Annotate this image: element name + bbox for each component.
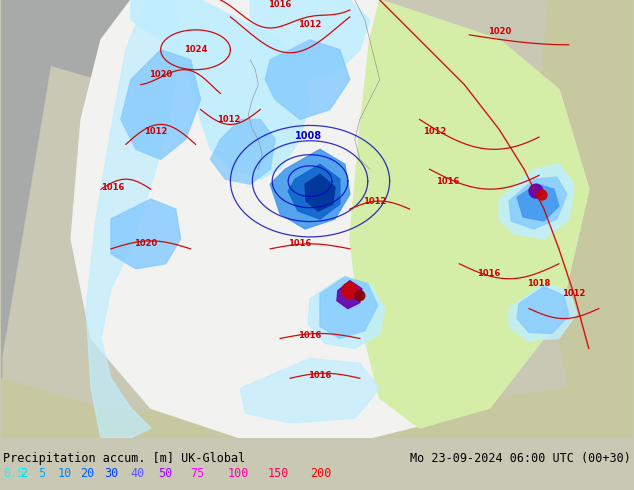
Text: 1018: 1018 [527, 279, 550, 288]
Text: 75: 75 [190, 467, 204, 480]
Text: 1012: 1012 [363, 196, 387, 206]
Text: 1016: 1016 [308, 371, 332, 380]
Polygon shape [337, 281, 362, 309]
Polygon shape [270, 149, 350, 229]
Circle shape [355, 291, 365, 301]
Polygon shape [350, 0, 589, 428]
Text: 1012: 1012 [299, 21, 321, 29]
Text: 1008: 1008 [294, 131, 321, 142]
Polygon shape [250, 0, 370, 80]
Polygon shape [86, 0, 181, 438]
Text: 1016: 1016 [436, 177, 459, 186]
Text: 1016: 1016 [288, 240, 312, 248]
Text: 10: 10 [58, 467, 72, 480]
Polygon shape [539, 0, 633, 438]
Text: 1012: 1012 [144, 127, 167, 136]
Text: 2: 2 [20, 467, 27, 480]
Text: 1020: 1020 [488, 27, 511, 36]
Circle shape [537, 190, 547, 200]
Text: 1020: 1020 [134, 240, 157, 248]
Polygon shape [320, 277, 378, 339]
Text: 40: 40 [130, 467, 145, 480]
Text: 1016: 1016 [268, 0, 292, 9]
Polygon shape [517, 287, 569, 334]
Text: 1016: 1016 [477, 269, 501, 278]
Polygon shape [509, 177, 567, 229]
Text: 30: 30 [104, 467, 119, 480]
Polygon shape [305, 174, 335, 211]
Polygon shape [517, 184, 559, 221]
Circle shape [342, 283, 358, 298]
Text: 1016: 1016 [101, 183, 125, 192]
Polygon shape [308, 279, 385, 348]
Text: 1020: 1020 [149, 70, 172, 79]
Text: 1012: 1012 [423, 127, 446, 136]
Polygon shape [1, 378, 633, 438]
Polygon shape [131, 0, 310, 179]
Text: 1012: 1012 [217, 115, 240, 124]
Polygon shape [1, 0, 200, 80]
Polygon shape [121, 50, 200, 159]
Text: 200: 200 [310, 467, 332, 480]
Polygon shape [288, 164, 340, 219]
Text: 0.5: 0.5 [3, 467, 24, 480]
Polygon shape [1, 0, 61, 438]
Text: 1016: 1016 [299, 331, 321, 340]
Polygon shape [240, 358, 380, 423]
Polygon shape [210, 120, 275, 184]
Polygon shape [509, 284, 577, 341]
Text: 5: 5 [38, 467, 45, 480]
Text: 150: 150 [268, 467, 289, 480]
Text: Precipitation accum. [m] UK-Global: Precipitation accum. [m] UK-Global [3, 452, 245, 465]
Text: 100: 100 [228, 467, 249, 480]
Text: 1012: 1012 [562, 289, 586, 298]
Text: 20: 20 [80, 467, 94, 480]
Text: 1024: 1024 [184, 45, 207, 54]
Polygon shape [71, 0, 589, 438]
Text: 50: 50 [158, 467, 172, 480]
Circle shape [529, 184, 543, 198]
Polygon shape [111, 199, 181, 269]
Polygon shape [265, 40, 350, 120]
Polygon shape [499, 164, 574, 239]
Text: Mo 23-09-2024 06:00 UTC (00+30): Mo 23-09-2024 06:00 UTC (00+30) [410, 452, 631, 465]
